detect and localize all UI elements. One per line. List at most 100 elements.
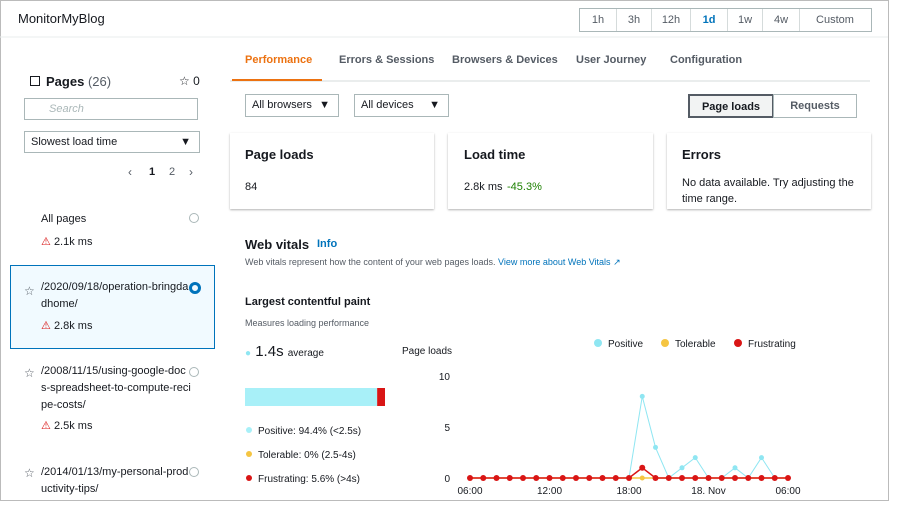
card-value: 2.8k ms — [464, 181, 503, 193]
pager-next[interactable]: › — [189, 165, 193, 179]
load-time: ⚠ 2.1k ms — [41, 236, 93, 248]
time-range[interactable]: 1w — [728, 9, 763, 31]
tab[interactable]: Browsers & Devices — [452, 54, 558, 66]
sort-select[interactable]: Slowest load time ▼ — [24, 131, 200, 153]
page-name[interactable]: /2020/09/18/operation-bringdadhome/ — [41, 281, 189, 310]
load-time-value: 2.1k ms — [53, 236, 93, 248]
legend-dot — [246, 451, 252, 457]
pages-title: Pages (26) — [30, 74, 111, 89]
browser-filter[interactable]: All browsers ▼ — [245, 94, 339, 117]
time-range[interactable]: 1d — [691, 9, 728, 31]
data-point — [480, 475, 487, 481]
x-tick-label: 18. Nov — [691, 486, 725, 497]
data-point — [559, 475, 566, 481]
card-value: 84 — [245, 181, 258, 193]
data-point — [599, 475, 606, 481]
app-title: MonitorMyBlog — [18, 11, 105, 26]
data-point — [718, 475, 725, 481]
data-point — [639, 393, 645, 399]
star[interactable]: ☆ — [24, 284, 35, 298]
pager-prev[interactable]: ‹ — [128, 165, 132, 179]
radio[interactable] — [189, 367, 199, 377]
legend-marker — [661, 339, 669, 347]
data-point — [546, 475, 553, 481]
legend-label: Frustrating — [748, 339, 796, 350]
y-tick-label: 0 — [444, 474, 450, 485]
star[interactable]: ☆ — [24, 466, 35, 480]
metric-number: 1.4s — [255, 343, 284, 360]
data-point — [692, 475, 699, 481]
card — [230, 133, 434, 209]
tab[interactable]: Errors & Sessions — [339, 54, 435, 66]
time-range[interactable]: 3h — [617, 9, 652, 31]
breakdown-segment — [245, 388, 378, 406]
time-range-group: 1h 3h 12h 1d 1w 4w Custom — [579, 8, 872, 32]
radio[interactable] — [189, 467, 199, 477]
x-tick-label: 12:00 — [537, 486, 562, 497]
breakdown-segment — [377, 388, 385, 406]
x-tick-label: 18:00 — [616, 486, 641, 497]
data-point — [745, 475, 752, 481]
x-tick-label: 06:00 — [775, 486, 800, 497]
doc-link[interactable]: View more about Web Vitals — [498, 257, 611, 267]
load-time-value: 2.8k ms — [53, 320, 93, 332]
toggle-active[interactable]: Page loads — [688, 94, 774, 118]
data-point — [732, 475, 738, 481]
legend-dot — [246, 475, 252, 481]
page-2[interactable]: 2 — [169, 166, 176, 178]
page-name[interactable]: /2008/11/15/using-google-docs-spreadshee… — [41, 365, 191, 411]
data-point — [705, 475, 712, 481]
toggle[interactable]: Requests — [773, 94, 857, 118]
card-title: Errors — [682, 147, 722, 162]
data-point — [653, 444, 658, 450]
sort-text: Slowest load time — [31, 136, 118, 148]
page-name[interactable]: All pages — [41, 213, 87, 225]
radio[interactable] — [189, 213, 199, 223]
legend-marker — [594, 339, 602, 347]
page-name[interactable]: /2014/01/13/my-personal-productivity-tip… — [41, 466, 189, 495]
pages-title-text: Pages — [46, 74, 85, 89]
breakdown-label: Positive: 94.4% (<2.5s) — [258, 426, 361, 437]
tab[interactable]: User Journey — [576, 54, 647, 66]
data-point — [639, 464, 646, 471]
filter-text: All devices — [361, 99, 414, 111]
search-input[interactable]: Search — [24, 98, 198, 120]
description-text: Web vitals represent how the content of … — [245, 257, 496, 267]
pages-count: (26) — [87, 74, 112, 89]
card-title: Page loads — [245, 147, 314, 162]
series-line — [470, 396, 788, 479]
card-message: No data available. Try adjusting the tim… — [682, 177, 854, 205]
data-point — [679, 465, 685, 471]
time-range[interactable]: 12h — [652, 9, 691, 31]
star[interactable]: ☆ — [24, 366, 35, 380]
data-point — [520, 475, 526, 481]
frame — [0, 0, 889, 501]
favorites: ☆ 0 — [179, 74, 200, 88]
card-title: Load time — [464, 147, 526, 162]
section-title: Web vitals — [245, 237, 310, 252]
time-range[interactable]: 1h — [580, 9, 617, 31]
favorites-count: 0 — [193, 74, 200, 88]
data-point — [771, 475, 778, 481]
data-point — [652, 475, 659, 481]
data-point — [612, 475, 619, 481]
data-point — [759, 455, 764, 461]
breakdown-label: Tolerable: 0% (2.5-4s) — [258, 450, 356, 461]
info-link[interactable]: Info — [317, 238, 338, 250]
tab-active[interactable]: Performance — [245, 54, 313, 66]
metric-title: Largest contentful paint — [245, 296, 371, 308]
radio-checked[interactable] — [189, 282, 201, 294]
selected-item[interactable] — [10, 265, 215, 349]
time-range[interactable]: Custom — [816, 14, 854, 26]
data-point — [533, 475, 540, 481]
tab[interactable]: Configuration — [670, 54, 743, 66]
data-point — [573, 475, 579, 481]
load-time-value: 2.5k ms — [53, 420, 93, 432]
device-filter[interactable]: All devices ▼ — [354, 94, 449, 117]
legend-label: Tolerable — [675, 339, 716, 350]
data-point — [692, 455, 698, 461]
time-range[interactable]: 4w — [763, 9, 800, 31]
page-1[interactable]: 1 — [149, 166, 156, 178]
